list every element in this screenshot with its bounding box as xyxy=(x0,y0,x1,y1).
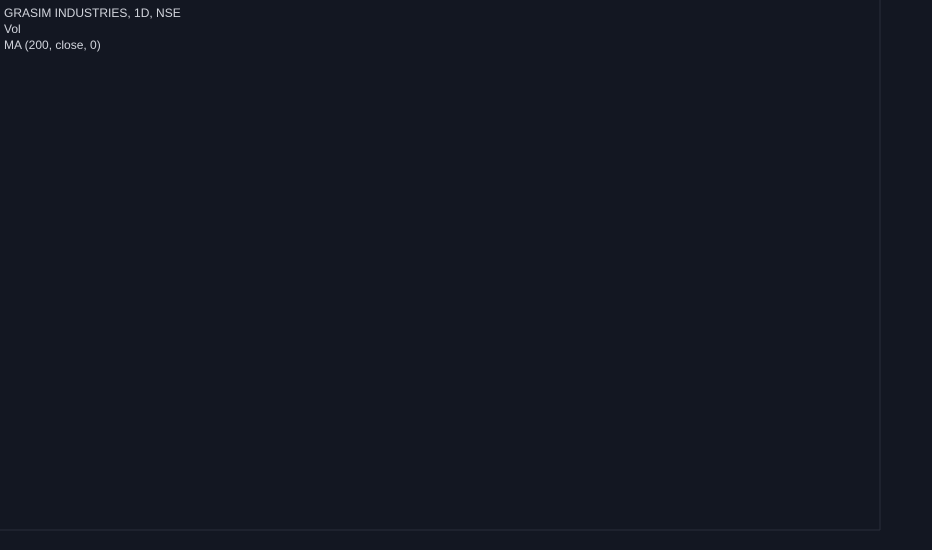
price-axis xyxy=(880,0,932,550)
chart-title: GRASIM INDUSTRIES, 1D, NSE xyxy=(4,6,181,20)
ma-legend[interactable]: MA (200, close, 0) xyxy=(4,38,101,52)
volume-legend[interactable]: Vol xyxy=(4,22,21,36)
